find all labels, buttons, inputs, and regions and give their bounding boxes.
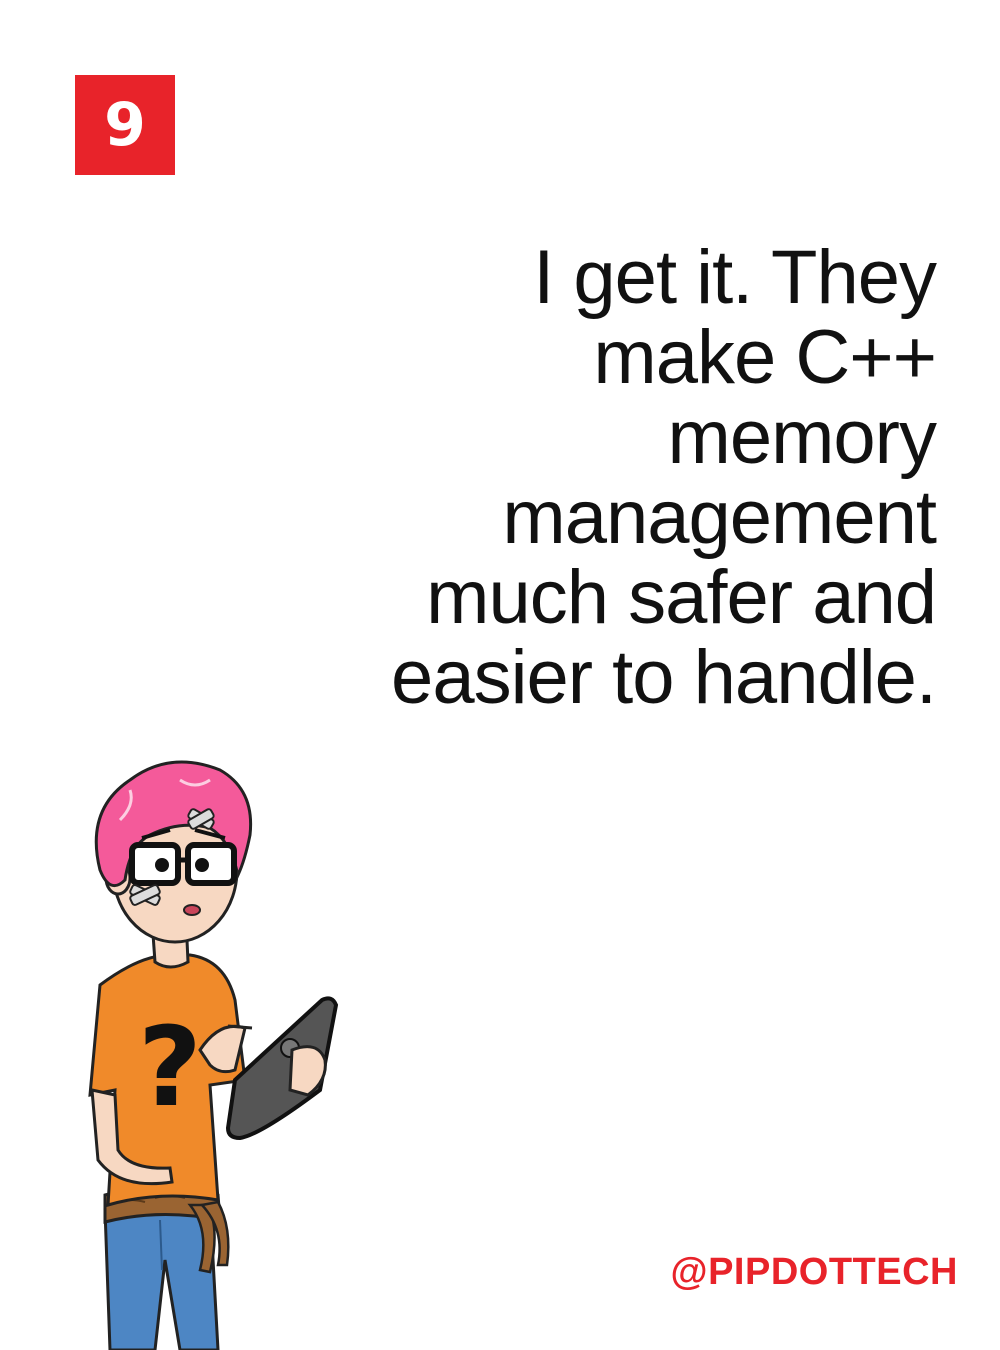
quote-line: I get it. They bbox=[533, 235, 937, 320]
developer-character-illustration: ? bbox=[88, 760, 339, 1350]
orange-shirt: ? bbox=[88, 953, 247, 1208]
right-hand bbox=[288, 1045, 327, 1097]
quote-text: I get it. They make C++ memory managemen… bbox=[296, 235, 937, 720]
left-arm bbox=[90, 1088, 174, 1186]
quote-line: easier to handle. bbox=[391, 635, 937, 720]
mouth bbox=[183, 904, 201, 916]
stylus bbox=[227, 1024, 253, 1030]
quote-line: much safer and bbox=[426, 555, 937, 640]
quote-line: management bbox=[502, 475, 937, 560]
bandage-forehead bbox=[187, 808, 215, 830]
quote-line: memory bbox=[667, 395, 937, 480]
bandage-cheek bbox=[129, 884, 161, 906]
glasses bbox=[129, 828, 237, 886]
social-handle[interactable]: @PIPDOTTECH bbox=[670, 1251, 958, 1293]
page-number: 9 bbox=[104, 90, 146, 160]
quote-line: make C++ bbox=[593, 315, 937, 400]
question-mark-print: ? bbox=[138, 1003, 202, 1131]
stylus-hand bbox=[198, 1024, 253, 1074]
page-number-badge: 9 bbox=[75, 75, 175, 175]
